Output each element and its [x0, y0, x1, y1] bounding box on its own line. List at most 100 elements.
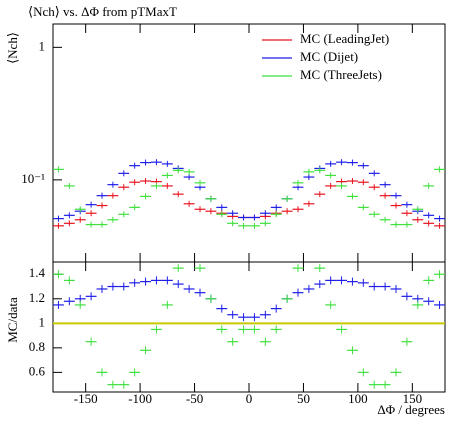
ratio-point: [390, 284, 402, 293]
data-point: [325, 160, 337, 167]
data-point: [390, 221, 402, 228]
data-point: [151, 182, 162, 189]
data-point: [140, 159, 151, 166]
ratio-point: [140, 346, 151, 355]
x-tick-label: 150: [403, 391, 423, 406]
data-point: [434, 222, 445, 229]
ratio-point: [63, 276, 75, 285]
data-point: [151, 159, 162, 166]
data-point: [325, 172, 337, 179]
ratio-point: [292, 264, 304, 273]
data-point: [325, 182, 337, 189]
data-point: [434, 215, 445, 222]
data-point: [390, 202, 402, 209]
data-point: [227, 210, 239, 217]
ratio-point: [325, 300, 337, 309]
data-point: [63, 182, 75, 189]
ratio-point: [118, 282, 130, 291]
data-point: [379, 192, 391, 199]
data-point: [357, 179, 369, 186]
data-point: [314, 167, 326, 174]
data-point: [118, 184, 130, 191]
y-tick-label: 1: [39, 38, 46, 53]
ratio-point: [216, 325, 228, 334]
ratio-point: [238, 325, 249, 334]
data-point: [368, 211, 380, 218]
ratio-point: [53, 270, 64, 279]
ratio-point: [74, 300, 86, 309]
ratio-point: [227, 310, 239, 319]
data-point: [423, 212, 435, 219]
ratio-point: [412, 300, 424, 309]
data-point: [107, 192, 119, 199]
data-point: [194, 206, 206, 213]
data-point: [118, 211, 130, 218]
data-point: [357, 204, 369, 211]
ratio-point: [259, 337, 271, 346]
data-point: [238, 222, 249, 229]
ratio-point: [129, 278, 141, 287]
data-point: [194, 179, 206, 186]
ratio-point: [357, 368, 369, 377]
ratio-point: [259, 310, 271, 319]
ratio-point: [423, 297, 435, 306]
data-point: [96, 192, 108, 199]
data-point: [292, 179, 304, 186]
data-point: [129, 179, 141, 186]
ratio-frame: [52, 261, 446, 393]
data-point: [249, 222, 260, 229]
ratio-point: [85, 292, 97, 301]
ratio-point: [314, 280, 326, 289]
ratio-point: [368, 282, 380, 291]
ratio-point: [303, 252, 314, 260]
ratio-point: [249, 325, 260, 334]
data-point: [63, 220, 75, 227]
data-point: [336, 182, 347, 189]
data-point: [107, 216, 119, 223]
data-point: [227, 220, 239, 227]
data-point: [401, 201, 413, 208]
chart-title: ⟨Nch⟩ vs. ΔΦ from pTMaxT: [28, 4, 177, 19]
data-point: [314, 191, 326, 198]
ratio-point: [118, 380, 130, 389]
data-point: [249, 214, 260, 221]
data-point: [53, 166, 64, 173]
ratio-point: [107, 282, 119, 291]
y-tick-label: 1.2: [29, 290, 45, 305]
data-point: [368, 170, 380, 177]
ratio-point: [434, 270, 445, 279]
ratio-point: [172, 280, 184, 289]
ratio-point: [379, 282, 391, 291]
x-tick-label: -50: [186, 391, 203, 406]
data-point: [379, 216, 391, 223]
ratio-point: [401, 337, 413, 346]
data-point: [336, 159, 347, 166]
ratio-point: [336, 276, 347, 285]
ratio-point: [184, 252, 195, 260]
data-point: [63, 212, 75, 219]
ratio-point: [423, 276, 435, 285]
data-point: [216, 204, 228, 211]
ratio-point: [151, 325, 162, 334]
ratio-point: [238, 313, 249, 322]
data-point: [74, 216, 86, 223]
ratio-point: [205, 294, 217, 303]
data-point: [357, 162, 369, 169]
ratio-point: [347, 277, 358, 286]
data-point: [205, 195, 217, 202]
ratio-point: [368, 380, 380, 389]
ratio-point: [270, 325, 282, 334]
ratio-point: [227, 337, 239, 346]
y-axis-label: ⟨Nch⟩: [5, 32, 20, 64]
data-point: [161, 160, 173, 167]
x-tick-label: -150: [74, 391, 98, 406]
ratio-point: [216, 304, 228, 313]
ratio-point: [96, 368, 108, 377]
data-point: [281, 208, 293, 215]
data-point: [412, 206, 424, 213]
data-point: [183, 168, 195, 175]
data-point: [281, 195, 293, 202]
ratio-point: [129, 368, 141, 377]
ratio-point: [63, 297, 75, 306]
